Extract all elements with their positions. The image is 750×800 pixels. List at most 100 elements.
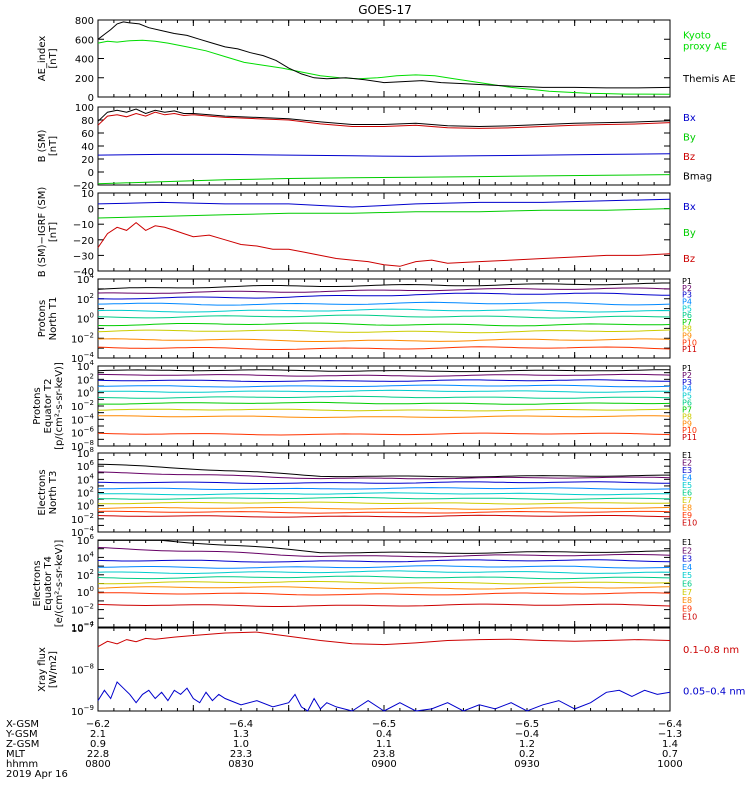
y-tick-label: 20 xyxy=(81,155,94,166)
y-tick-label: 10−2 xyxy=(71,399,94,413)
y-axis-label: [W/m2] xyxy=(48,651,59,688)
legend-entry: P9 xyxy=(682,332,692,341)
series-line xyxy=(97,329,671,334)
legend-entry: 0.1–0.8 nm xyxy=(683,645,739,656)
legend-entry: E1 xyxy=(682,538,692,547)
panel-frame xyxy=(97,106,671,186)
footer-value: 0830 xyxy=(228,759,253,770)
footer-value: 0.2 xyxy=(519,749,535,760)
footer-row-label: MLT xyxy=(6,749,26,760)
footer-value: 0.7 xyxy=(662,749,678,760)
y-tick-label: 800 xyxy=(75,16,94,27)
y-tick-label: 104 xyxy=(77,472,95,486)
y-tick-label: 108 xyxy=(77,446,94,460)
footer-value: −1.3 xyxy=(658,729,682,740)
footer-row-label: hhmm xyxy=(6,759,38,770)
y-tick-label: 10−7 xyxy=(71,621,94,635)
y-axis-label: Xray flux xyxy=(37,647,48,692)
footer-value: −6.5 xyxy=(372,719,396,730)
series-line xyxy=(98,401,671,405)
series-line xyxy=(97,346,671,350)
legend-entry: P7 xyxy=(682,318,692,327)
panel-2: −20 0 20 40 60 80 100 B (SM) [nT] Bx By Bz Bmag xyxy=(37,103,712,192)
legend-entry: E10 xyxy=(682,519,697,528)
legend-entry: E10 xyxy=(682,613,697,622)
series-line xyxy=(97,39,671,95)
legend-entry: E4 xyxy=(682,474,692,483)
chart-title: GOES-17 xyxy=(358,3,412,17)
footer-value: −6.4 xyxy=(658,719,682,730)
legend-entry: Bz xyxy=(683,152,695,163)
series-line xyxy=(97,287,671,294)
series-line xyxy=(97,463,670,478)
y-tick-label: 10−9 xyxy=(71,704,94,718)
legend-entry: P6 xyxy=(682,399,692,408)
y-tick-label: 102 xyxy=(77,486,94,500)
legend-entry: P3 xyxy=(682,378,692,387)
legend-entry: 0.05–0.4 nm xyxy=(683,686,745,697)
legend-entry: E9 xyxy=(682,604,692,613)
y-tick-label: 10−2 xyxy=(71,603,94,617)
y-tick-label: −30 xyxy=(73,251,94,262)
y-tick-label: 100 xyxy=(77,386,94,400)
y-tick-label: 100 xyxy=(77,585,94,599)
footer-value: 1.0 xyxy=(233,739,249,750)
legend-entry: P2 xyxy=(682,371,692,380)
series-line xyxy=(98,539,670,554)
series-line xyxy=(98,501,671,505)
series-line xyxy=(97,322,671,327)
series-line xyxy=(97,631,671,648)
legend-entry: P5 xyxy=(682,392,692,401)
legend-entry: proxy AE xyxy=(683,41,727,52)
y-axis-label: [nT] xyxy=(48,222,59,242)
legend-entry: E3 xyxy=(682,555,692,564)
y-axis-label: Electrons xyxy=(37,469,48,515)
legend-entry: P11 xyxy=(682,345,697,354)
y-tick-label: 80 xyxy=(81,116,94,127)
footer-row-label: Z-GSM xyxy=(6,739,39,750)
footer-value: 1000 xyxy=(657,759,682,770)
legend-entry: P10 xyxy=(682,338,697,347)
series-line xyxy=(97,580,671,585)
y-tick-label: 200 xyxy=(75,74,94,85)
y-tick-label: −20 xyxy=(73,181,94,192)
legend-entry: E8 xyxy=(682,596,692,605)
y-tick-label: 100 xyxy=(75,103,94,114)
series-line xyxy=(97,415,671,418)
legend-entry: By xyxy=(683,132,696,143)
series-line xyxy=(97,471,671,480)
y-axis-label: Equator T2 xyxy=(43,379,54,434)
y-tick-label: 600 xyxy=(75,35,94,46)
legend-entry: Bx xyxy=(683,113,696,124)
panel-frame xyxy=(97,192,671,272)
legend-entry: E4 xyxy=(682,563,692,572)
legend-entry: P10 xyxy=(682,426,697,435)
series-line xyxy=(97,592,671,596)
series-line xyxy=(97,559,671,563)
legend-entry: E3 xyxy=(682,466,692,475)
legend-entry: E7 xyxy=(682,588,692,597)
footer-value: 1.2 xyxy=(519,739,535,750)
series-line xyxy=(97,547,671,558)
series-line xyxy=(97,369,670,373)
series-line xyxy=(97,570,671,574)
series-line xyxy=(98,384,671,388)
footer-value: 23.8 xyxy=(373,749,395,760)
series-line xyxy=(97,373,671,377)
legend-entry: E6 xyxy=(682,489,692,498)
series-line xyxy=(97,603,671,607)
legend-entry: P8 xyxy=(682,325,692,334)
y-axis-label: [e/(cm²-s-sr-keV)] xyxy=(54,540,65,628)
legend-entry: Bz xyxy=(683,254,695,265)
series-line xyxy=(97,221,671,267)
series-line xyxy=(97,379,670,383)
series-line xyxy=(97,153,671,157)
y-tick-label: 400 xyxy=(75,55,94,66)
legend-entry: E1 xyxy=(682,451,692,460)
legend-entry: P8 xyxy=(682,412,692,421)
legend-entry: P4 xyxy=(682,385,692,394)
